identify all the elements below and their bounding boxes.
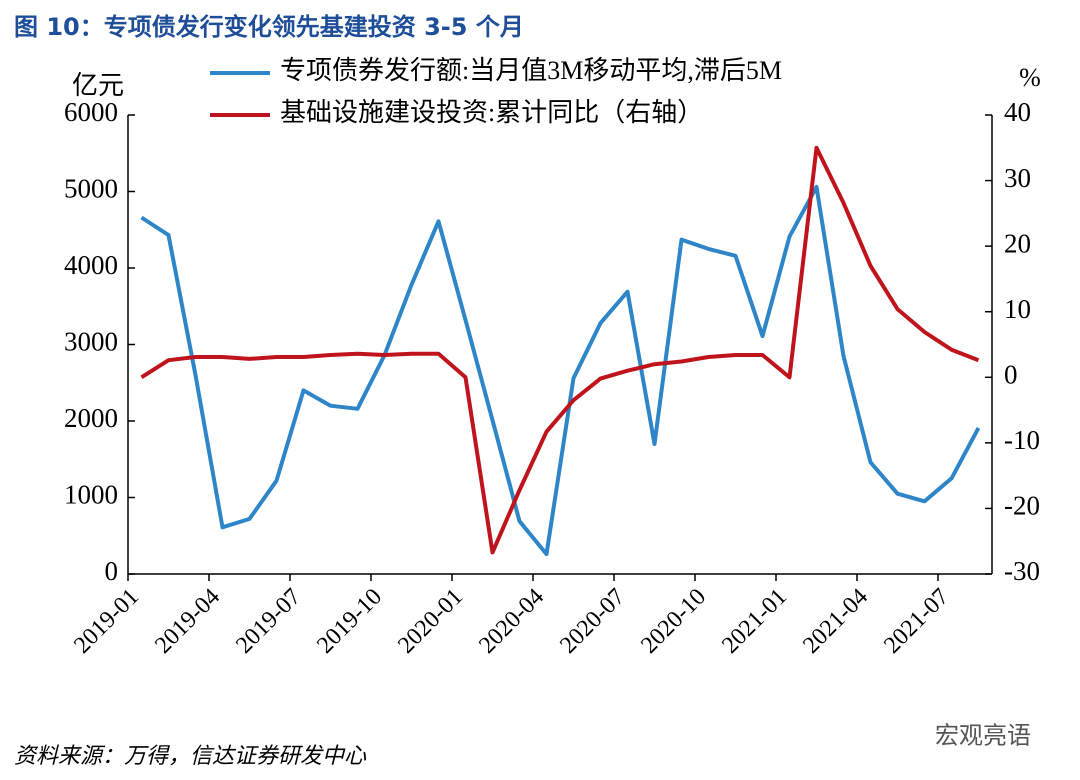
y-tick-label: 3000 (64, 327, 118, 357)
y2-tick-label: 10 (1004, 294, 1031, 324)
x-tick-label: 2020-04 (474, 584, 549, 659)
y-tick-label: 4000 (64, 250, 118, 280)
y2-tick-label: 40 (1004, 97, 1031, 127)
y-tick-label: 2000 (64, 403, 118, 433)
x-tick-label: 2019-04 (150, 584, 225, 659)
x-tick-label: 2019-10 (312, 584, 387, 659)
x-tick-label: 2019-07 (231, 584, 306, 659)
x-tick-label: 2021-04 (798, 584, 873, 659)
y-tick-label: 5000 (64, 174, 118, 204)
y2-tick-label: -10 (1004, 425, 1040, 455)
source-note: 资料来源：万得，信达证券研发中心 (14, 743, 367, 768)
x-tick-label: 2021-07 (879, 584, 954, 659)
y2-tick-label: 0 (1004, 359, 1018, 389)
y2-tick-label: 20 (1004, 228, 1031, 258)
x-tick-label: 2020-07 (555, 584, 630, 659)
y2-tick-label: -20 (1004, 491, 1040, 521)
y2-tick-label: 30 (1004, 163, 1031, 193)
legend-label: 专项债券发行额:当月值3M移动平均,滞后5M (280, 56, 782, 85)
chart-title: 图 10：专项债发行变化领先基建投资 3-5 个月 (14, 13, 524, 41)
x-tick-label: 2019-01 (69, 584, 144, 659)
series-line (140, 184, 981, 557)
legend-label: 基础设施建设投资:累计同比（右轴） (280, 98, 703, 127)
watermark: 宏观亮语 (935, 723, 1031, 750)
x-tick-label: 2020-10 (636, 584, 711, 659)
y-tick-label: 0 (105, 556, 119, 586)
y2-axis-label: % (1019, 63, 1041, 92)
y2-tick-label: -30 (1004, 556, 1040, 586)
series-line (140, 145, 980, 555)
y-axis-label: 亿元 (72, 71, 124, 100)
x-tick-label: 2021-01 (717, 584, 792, 659)
y-tick-label: 1000 (64, 480, 118, 510)
x-tick-label: 2020-01 (393, 584, 468, 659)
y-tick-label: 6000 (64, 97, 118, 127)
